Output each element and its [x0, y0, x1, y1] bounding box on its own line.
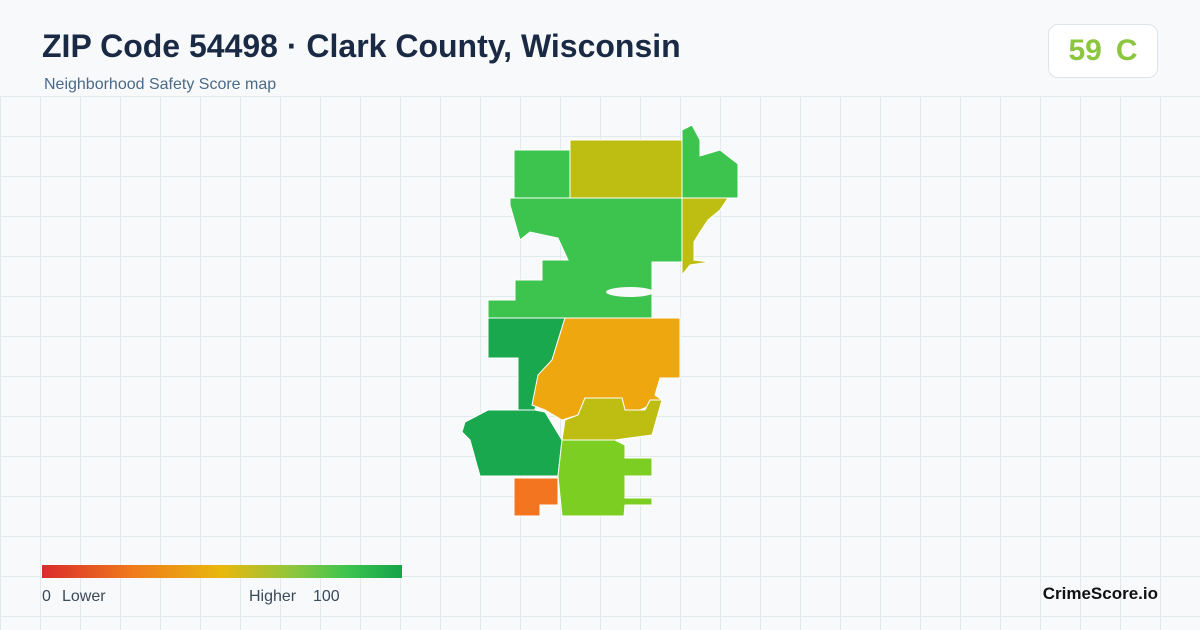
subtitle: Neighborhood Safety Score map — [44, 76, 277, 93]
region — [513, 477, 559, 517]
region — [561, 397, 663, 446]
region — [513, 149, 571, 199]
region — [681, 197, 729, 277]
region — [557, 439, 653, 517]
brand: CrimeScore.io — [1042, 584, 1158, 603]
score-grade: C — [1115, 34, 1138, 67]
region — [569, 139, 683, 199]
title: ZIP Code 54498 · Clark County, Wisconsin — [42, 28, 681, 64]
score-badge: 59 C — [1048, 24, 1158, 78]
region — [487, 197, 683, 319]
legend-max: 100 — [313, 588, 340, 605]
legend-min-label: Lower — [62, 588, 106, 605]
region — [681, 124, 739, 199]
legend-min: 0 — [42, 588, 51, 605]
score-value: 59 — [1068, 34, 1102, 67]
lake — [606, 287, 654, 297]
legend-max-label: Higher — [249, 588, 297, 605]
region — [461, 409, 563, 477]
legend-gradient — [42, 565, 402, 578]
